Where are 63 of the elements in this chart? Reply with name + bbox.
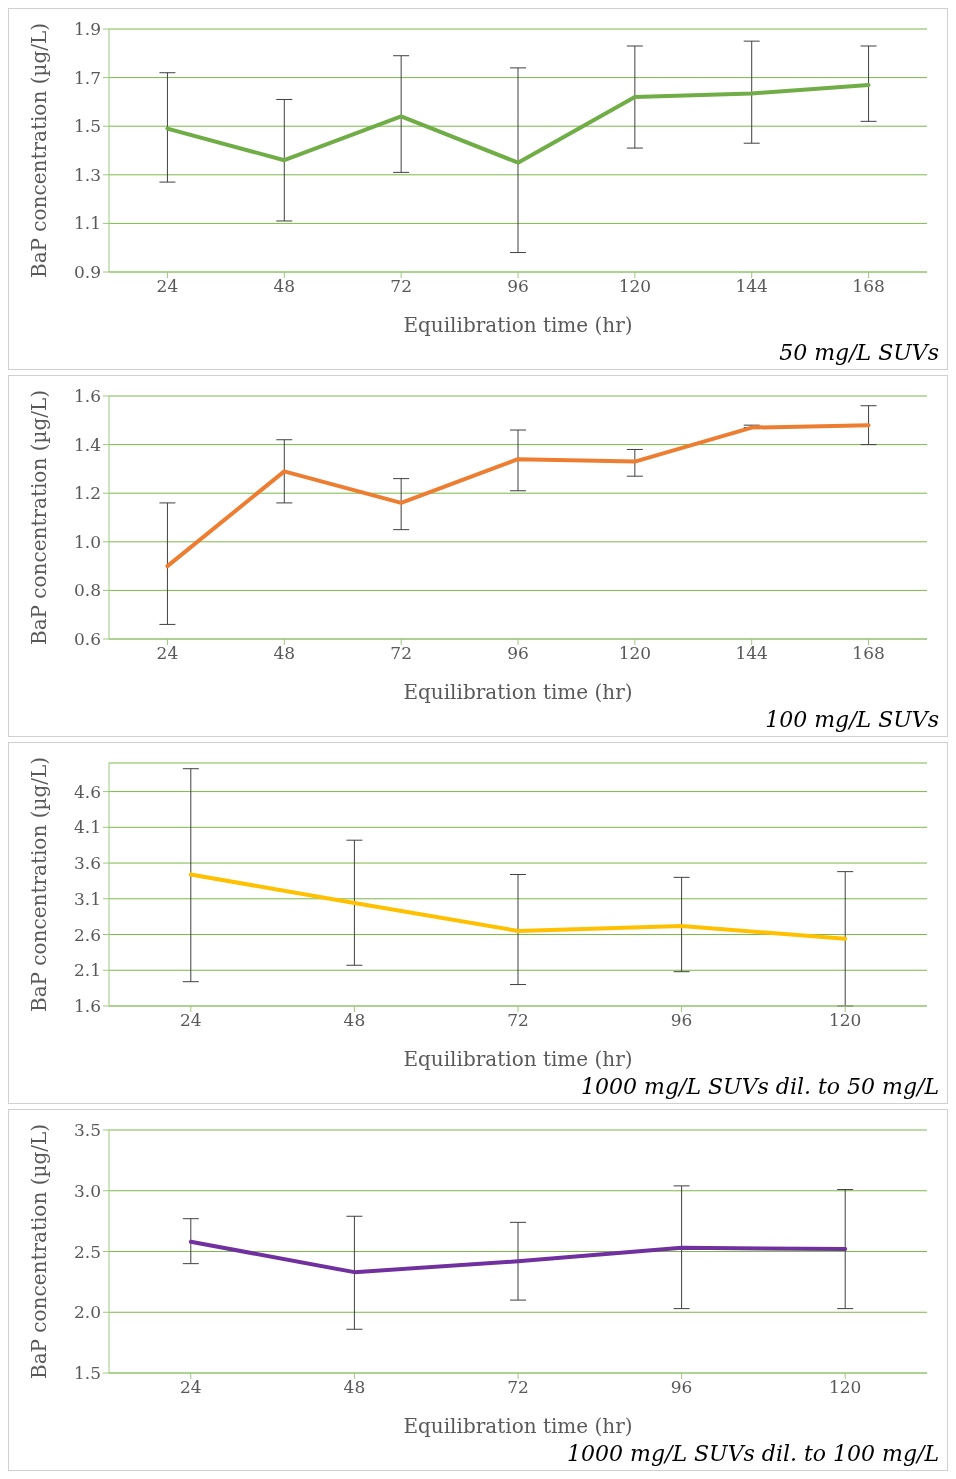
y-tick-label: 2.5 [73, 1241, 101, 1262]
x-tick-label: 72 [390, 643, 412, 664]
y-tick-label: 2.6 [73, 924, 101, 945]
y-axis-title: BaP concentration (µg/L) [27, 756, 52, 1013]
text: 50 mg/L SUVs [779, 340, 939, 365]
y-tick-label: 2.1 [73, 960, 101, 981]
y-tick-label: 3.6 [73, 853, 101, 874]
y-tick-label: 3.0 [73, 1180, 101, 1201]
text: 1000 mg/L SUVs dil. to 50 mg/L [581, 1074, 939, 1099]
y-tick-label: 3.1 [73, 888, 101, 909]
x-tick-label: 168 [852, 276, 885, 297]
x-tick-label: 120 [618, 276, 652, 297]
line-series [188, 1239, 848, 1275]
y-tick-label: 1.1 [73, 213, 101, 234]
y-tick-label: 1.4 [73, 434, 101, 455]
x-tick-label: 72 [507, 1010, 529, 1031]
text: 1000 mg/L SUVs dil. to 100 mg/L [567, 1441, 939, 1466]
y-axis-title: BaP concentration (µg/L) [27, 1123, 52, 1380]
x-tick-label: 48 [343, 1010, 366, 1031]
y-tick-label: 4.6 [73, 781, 101, 802]
y-tick-label: 1.3 [73, 164, 101, 185]
x-tick-label: 72 [507, 1377, 529, 1398]
y-axis-title: BaP concentration (µg/L) [27, 389, 52, 646]
x-tick-label: 96 [507, 276, 529, 297]
y-tick-label: 1.7 [73, 67, 101, 88]
y-tick-label: 3.5 [73, 1120, 101, 1141]
y-tick-label: 1.9 [73, 19, 101, 40]
x-tick-label: 48 [273, 643, 296, 664]
y-tick-label: 0.8 [73, 580, 101, 601]
x-tick-label: 96 [507, 643, 529, 664]
x-axis-title: Equilibration time (hr) [403, 313, 633, 337]
x-tick-label: 24 [179, 1010, 202, 1031]
x-tick-label: 120 [828, 1377, 862, 1398]
text: 100 mg/L SUVs [765, 707, 939, 732]
y-tick-label: 4.1 [73, 817, 101, 838]
x-axis-title: Equilibration time (hr) [403, 1047, 633, 1071]
y-tick-label: 0.9 [73, 262, 101, 283]
x-axis-title: Equilibration time (hr) [403, 680, 633, 704]
x-tick-label: 144 [735, 276, 768, 297]
x-tick-label: 48 [273, 276, 296, 297]
y-tick-label: 1.5 [73, 1363, 101, 1384]
y-tick-label: 1.0 [73, 531, 101, 552]
x-tick-label: 120 [618, 643, 652, 664]
y-tick-label: 0.6 [73, 629, 101, 650]
x-tick-label: 120 [828, 1010, 862, 1031]
x-tick-label: 96 [670, 1377, 693, 1398]
x-tick-label: 144 [735, 643, 768, 664]
y-tick-label: 1.6 [73, 386, 101, 407]
y-tick-label: 1.2 [73, 483, 101, 504]
y-tick-label: 1.6 [73, 996, 101, 1017]
line-series [165, 423, 871, 569]
x-tick-label: 96 [670, 1010, 693, 1031]
y-axis-title: BaP concentration (µg/L) [27, 22, 52, 279]
y-tick-label: 1.5 [73, 116, 101, 137]
x-tick-label: 72 [390, 276, 412, 297]
x-tick-label: 168 [852, 643, 885, 664]
line-series [188, 872, 848, 941]
x-tick-label: 24 [156, 643, 179, 664]
x-axis-title: Equilibration time (hr) [403, 1414, 633, 1438]
x-tick-label: 24 [156, 276, 179, 297]
y-tick-label: 2.0 [73, 1302, 101, 1323]
x-tick-label: 24 [179, 1377, 202, 1398]
x-tick-label: 48 [343, 1377, 366, 1398]
